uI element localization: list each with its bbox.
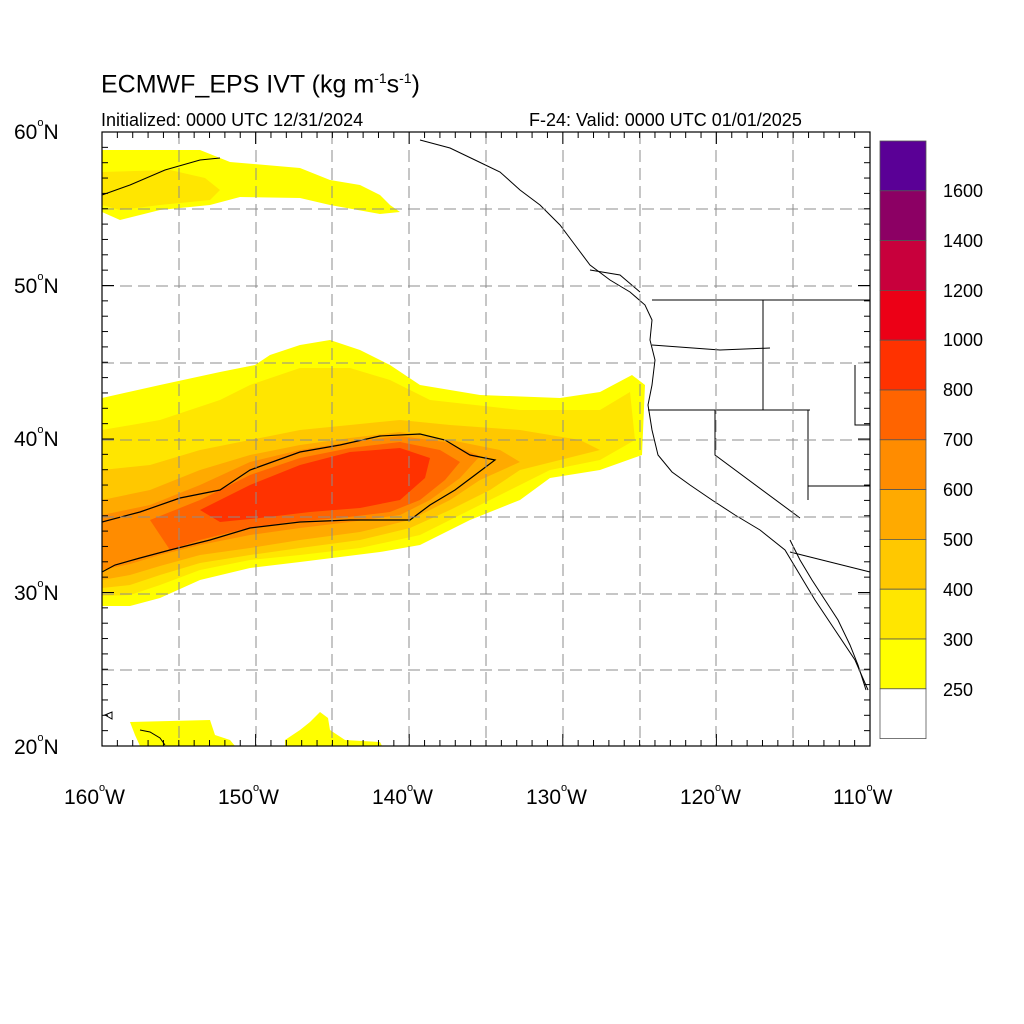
colorbar-label-300: 300 [943,630,974,650]
coast-bc-islands [589,269,641,293]
lon-label-120w: 120oW [680,782,741,809]
colorbar-swatch [879,439,927,490]
colorbar-label-250: 250 [943,680,974,700]
coastline-north-america [419,139,869,691]
colorbar-label-1600: 1600 [943,181,984,201]
colorbar [879,140,927,739]
coastline-alaska [101,157,221,196]
colorbar-swatch [879,339,927,391]
colorbar-swatch [879,389,927,441]
lon-label-110w: 110oW [833,782,893,809]
colorbar-label-1400: 1400 [943,231,984,251]
valid-time-label: F-24: Valid: 0000 UTC 01/01/2025 [529,110,802,130]
colorbar-swatch [879,688,927,739]
coastline-baja [789,539,867,691]
colorbar-swatch [879,588,927,640]
lon-label-140w: 140oW [372,782,433,809]
colorbar-label-700: 700 [943,430,974,450]
contour-700 [102,433,497,573]
axis-ticks [101,131,871,747]
border-us-mexico [789,551,871,573]
colorbar-swatch [879,489,927,540]
colorbar-swatch [879,140,927,192]
initialized-label: Initialized: 0000 UTC 12/31/2024 [101,110,364,130]
ivt-800-main [200,448,430,522]
colorbar-label-1200: 1200 [943,281,984,301]
lon-label-130w: 130oW [526,782,587,809]
border-ca-nv [714,410,801,519]
ivt-300-alaska [102,170,220,210]
lat-label-30n: 30oN [14,578,59,605]
border-wa-or [651,344,771,351]
lat-label-60n: 60oN [14,117,59,144]
lon-label-160w: 160oW [64,782,125,809]
ivt-250-hawaii-a [130,720,235,746]
graticule [102,132,870,746]
border-ut-co [854,365,870,426]
lon-label-150w: 150oW [218,782,279,809]
lat-label-50n: 50oN [14,271,59,298]
colorbar-swatch [879,289,927,341]
colorbar-label-1000: 1000 [943,330,984,350]
colorbar-swatch [879,638,927,690]
hawaii-islands [103,711,166,746]
colorbar-swatch [879,240,927,291]
ivt-250-hawaii-b [285,712,382,746]
colorbar-label-500: 500 [943,530,974,550]
colorbar-swatch [879,539,927,590]
map-title: ECMWF_EPS IVT (kg m-1s-1) [101,70,420,99]
colorbar-swatch [879,190,927,242]
colorbar-label-800: 800 [943,380,974,400]
colorbar-label-400: 400 [943,580,974,600]
ivt-field [102,150,645,746]
colorbar-label-600: 600 [943,480,974,500]
lat-label-40n: 40oN [14,424,59,451]
lat-label-20n: 20oN [14,732,59,759]
